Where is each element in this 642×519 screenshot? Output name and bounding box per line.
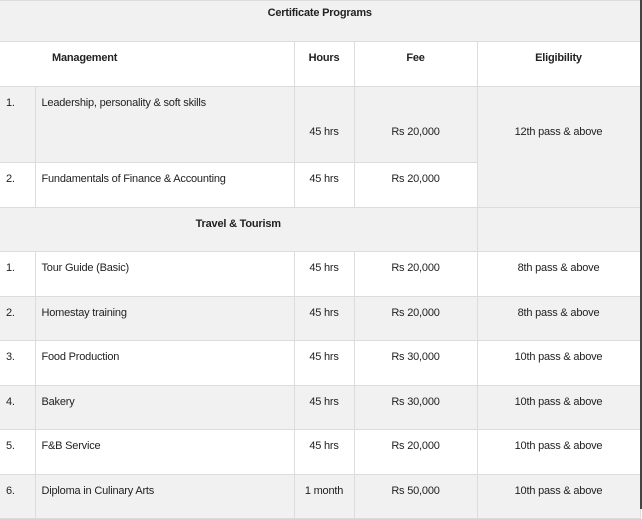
header-management: Management [0, 41, 295, 87]
program-fee: Rs 50,000 [353, 473, 478, 519]
program-fee: Rs 20,000 [353, 162, 478, 208]
header-fee: Fee [353, 41, 478, 87]
program-eligibility: 8th pass & above [476, 251, 641, 297]
row-number: 4. [0, 384, 36, 430]
row-number: 2. [0, 295, 36, 341]
title-row: Certificate Programs [0, 0, 641, 42]
table-row: 5. F&B Service 45 hrs Rs 20,000 10th pass & … [0, 429, 641, 475]
program-eligibility: 10th pass & above [476, 429, 641, 475]
program-eligibility: 10th pass & above [476, 384, 641, 430]
row-number: 1. [0, 251, 36, 297]
program-hours: 45 hrs [293, 251, 355, 297]
row-number: 2. [0, 162, 36, 208]
program-name: Bakery [34, 384, 295, 430]
program-name: Fundamentals of Finance & Accounting [34, 162, 295, 208]
program-name: Leadership, personality & soft skills [34, 86, 295, 163]
header-row: Management Hours Fee Eligibility [0, 41, 641, 87]
program-name: Food Production [34, 340, 295, 386]
program-fee: Rs 30,000 [353, 384, 478, 430]
program-hours: 45 hrs [293, 384, 355, 430]
program-hours: 45 hrs [293, 86, 355, 163]
program-eligibility: 8th pass & above [476, 295, 641, 341]
program-name: Homestay training [34, 295, 295, 341]
table-title: Certificate Programs [0, 0, 641, 42]
program-fee: Rs 20,000 [353, 429, 478, 475]
program-hours: 45 hrs [293, 340, 355, 386]
table-row: 1. Leadership, personality & soft skills… [0, 86, 641, 208]
program-fee: Rs 30,000 [353, 340, 478, 386]
header-eligibility: Eligibility [476, 41, 641, 87]
program-name: Diploma in Culinary Arts [34, 473, 295, 519]
program-hours: 45 hrs [293, 429, 355, 475]
row-number: 3. [0, 340, 36, 386]
section-heading: Travel & Tourism [0, 206, 478, 252]
header-hours: Hours [293, 41, 355, 87]
row-number: 6. [0, 473, 36, 519]
table-row: 2. Homestay training 45 hrs Rs 20,000 8th pa… [0, 295, 641, 341]
program-name: F&B Service [34, 429, 295, 475]
section-row-travel: Travel & Tourism [0, 206, 641, 252]
table-row: 3. Food Production 45 hrs Rs 30,000 10th pas… [0, 340, 641, 386]
program-fee: Rs 20,000 [353, 86, 478, 163]
program-hours: 45 hrs [293, 295, 355, 341]
program-eligibility: 10th pass & above [476, 340, 641, 386]
table-row: 1. Tour Guide (Basic) 45 hrs Rs 20,000 8th p… [0, 251, 641, 297]
empty-cell [476, 206, 641, 252]
program-eligibility: 12th pass & above [476, 86, 641, 208]
program-eligibility: 10th pass & above [476, 473, 641, 519]
row-number: 5. [0, 429, 36, 475]
table-row: 6. Diploma in Culinary Arts 1 month Rs 50,0… [0, 473, 641, 519]
program-name: Tour Guide (Basic) [34, 251, 295, 297]
row-number: 1. [0, 86, 36, 163]
table-row: 4. Bakery 45 hrs Rs 30,000 10th pass & above [0, 384, 641, 430]
right-edge [640, 0, 642, 509]
program-hours: 45 hrs [293, 162, 355, 208]
program-fee: Rs 20,000 [353, 251, 478, 297]
program-fee: Rs 20,000 [353, 295, 478, 341]
program-hours: 1 month [293, 473, 355, 519]
